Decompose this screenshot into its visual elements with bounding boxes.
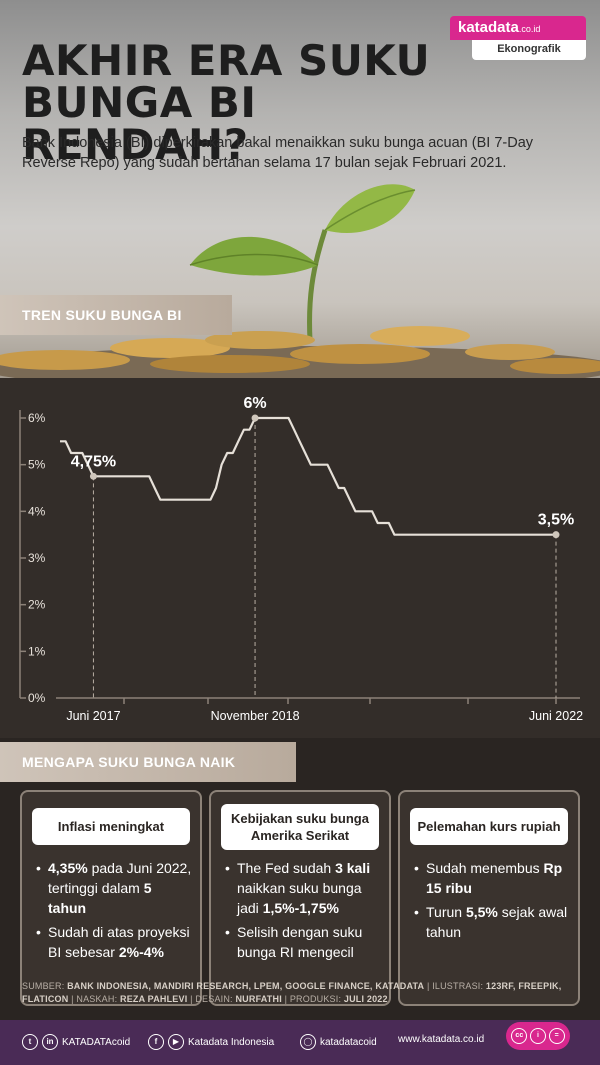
brand-name: katadata	[458, 19, 519, 36]
interest-rate-line-chart: 6% 5% 4% 3% 2% 1% 0% Juni 2017 November 2018 Juni…	[19, 395, 583, 723]
cc-icon: cc	[511, 1028, 528, 1044]
title-line-1: AKHIR ERA SUKU	[22, 36, 431, 85]
data-label: 6%	[243, 395, 266, 412]
list-item: Sudah di atas proyeksi BI sebesar 2%-4%	[36, 922, 192, 962]
twitter-icon: t	[22, 1034, 38, 1050]
writer-value: REZA PAHLEVI	[120, 994, 188, 1004]
y-tick-label: 4%	[28, 504, 46, 518]
text: Sudah di atas proyeksi BI sebesar	[48, 924, 190, 960]
brand-tag: Ekonografik	[472, 40, 586, 60]
y-tick-label: 2%	[28, 598, 46, 612]
production-value: JULI 2022	[343, 994, 388, 1004]
writer-label: | NASKAH:	[68, 994, 120, 1004]
panel-heading: Kebijakan suku bunga Amerika Serikat	[221, 804, 379, 850]
source-value: BANK INDONESIA, MANDIRI RESEARCH, LPEM, …	[67, 981, 425, 991]
y-tick-label: 0%	[28, 691, 46, 705]
list-item: Turun 5,5% sejak awal tahun	[414, 902, 570, 942]
text: Selisih dengan suku bunga RI mengecil	[237, 924, 363, 960]
coins-pile-icon	[0, 326, 600, 378]
bold-value: 3 kali	[335, 860, 371, 876]
equals-icon: =	[548, 1028, 565, 1044]
social-handle: Katadata Indonesia	[188, 1036, 275, 1048]
y-tick-label: 6%	[28, 411, 46, 425]
series-line	[60, 416, 556, 536]
list-item: Selisih dengan suku bunga RI mengecil	[225, 922, 381, 962]
social-handle: katadatacoid	[320, 1036, 377, 1048]
bold-value: 5 tahun	[48, 880, 152, 916]
hero-banner: AKHIR ERA SUKU BUNGA BI RENDAH? Bank Ind…	[0, 0, 600, 378]
list-item: Sudah menembus Rp 15 ribu	[414, 858, 570, 898]
bullet-list: 4,35% pada Juni 2022, tertinggi dalam 5 …	[36, 858, 192, 966]
design-label: | DESAIN:	[187, 994, 236, 1004]
production-label: | PRODUKSI:	[281, 994, 344, 1004]
annotation-point	[89, 472, 97, 480]
text: sejak awal tahun	[426, 904, 568, 940]
panel-heading: Inflasi meningkat	[32, 808, 190, 845]
bullet-list: Sudah menembus Rp 15 ribu Turun 5,5% sej…	[414, 858, 570, 946]
bold-value: 1,5%-1,75%	[262, 900, 339, 916]
text: pada Juni 2022, tertinggi dalam	[48, 860, 192, 896]
design-value: NURFATHI	[235, 994, 282, 1004]
list-item: The Fed sudah 3 kali naikkan suku bunga …	[225, 858, 381, 918]
title-line-2: BUNGA BI RENDAH?	[22, 78, 257, 169]
text: The Fed sudah	[237, 860, 336, 876]
section-label-reasons: MENGAPA SUKU BUNGA NAIK	[0, 742, 296, 782]
panel-us-policy: Kebijakan suku bunga Amerika Serikat The…	[209, 790, 391, 1006]
text: naikkan suku bunga jadi	[237, 880, 362, 916]
bold-value: 5,5%	[465, 904, 498, 920]
brand-logo[interactable]: katadata.co.id Ekonografik	[450, 16, 586, 62]
panel-inflation: Inflasi meningkat 4,35% pada Juni 2022, …	[20, 790, 202, 1006]
y-tick-label: 5%	[28, 458, 46, 472]
y-tick-label: 3%	[28, 551, 46, 565]
attribution-icon: i	[529, 1028, 546, 1044]
social-handle: KATADATAcoid	[62, 1036, 131, 1048]
chart-area: 6% 5% 4% 3% 2% 1% 0% Juni 2017 November 2018 Juni…	[0, 378, 600, 738]
source-label: SUMBER:	[22, 981, 68, 991]
brand-name-box: katadata.co.id	[450, 16, 586, 40]
x-tick-label: November 2018	[211, 709, 300, 723]
section-label-trend: TREN SUKU BUNGA BI	[0, 295, 232, 335]
illustration-label: | ILUSTRASI:	[424, 981, 486, 991]
data-label: 3,5%	[538, 512, 574, 529]
social-bar: t in KATADATAcoid f ▶ Katadata Indonesia…	[0, 1020, 600, 1065]
panel-rupiah: Pelemahan kurs rupiah Sudah menembus Rp …	[398, 790, 580, 1006]
linkedin-icon: in	[42, 1034, 58, 1050]
illustration-value: 123RF, FREEPIK, FLATICON	[22, 981, 562, 1004]
panel-heading: Pelemahan kurs rupiah	[410, 808, 568, 845]
list-item: 4,35% pada Juni 2022, tertinggi dalam 5 …	[36, 858, 192, 918]
bullet-list: The Fed sudah 3 kali naikkan suku bunga …	[225, 858, 381, 966]
page-subtitle: Bank Indonesia (BI) diperkirakan bakal m…	[22, 135, 534, 171]
website-url: www.katadata.co.id	[398, 1034, 485, 1045]
bold-value: 4,35%	[48, 860, 88, 876]
creative-commons-badge: cc i =	[506, 1022, 570, 1050]
source-credits: SUMBER: BANK INDONESIA, MANDIRI RESEARCH…	[22, 980, 582, 1006]
bold-value: Rp 15 ribu	[426, 860, 563, 896]
x-tick-label: Juni 2022	[529, 709, 583, 723]
website-link[interactable]: www.katadata.co.id	[398, 1034, 484, 1045]
x-tick-label: Juni 2017	[66, 709, 120, 723]
annotation-point	[552, 531, 560, 539]
text: Turun	[426, 904, 466, 920]
instagram-icon: ◯	[300, 1034, 316, 1050]
social-instagram[interactable]: ◯ katadatacoid	[300, 1034, 377, 1050]
page-title: AKHIR ERA SUKU BUNGA BI RENDAH?	[22, 40, 482, 166]
social-facebook-youtube[interactable]: f ▶ Katadata Indonesia	[148, 1034, 274, 1050]
reasons-section: MENGAPA SUKU BUNGA NAIK Inflasi meningka…	[0, 738, 600, 1065]
plant-sprout-icon	[189, 184, 416, 340]
data-label: 4,75%	[71, 453, 116, 470]
facebook-icon: f	[148, 1034, 164, 1050]
social-twitter-linkedin[interactable]: t in KATADATAcoid	[22, 1034, 130, 1050]
brand-domain: .co.id	[518, 24, 541, 34]
annotation-point	[251, 414, 259, 422]
text: Sudah menembus	[426, 860, 544, 876]
y-tick-label: 1%	[28, 644, 46, 658]
youtube-icon: ▶	[168, 1034, 184, 1050]
bold-value: 2%-4%	[118, 944, 164, 960]
